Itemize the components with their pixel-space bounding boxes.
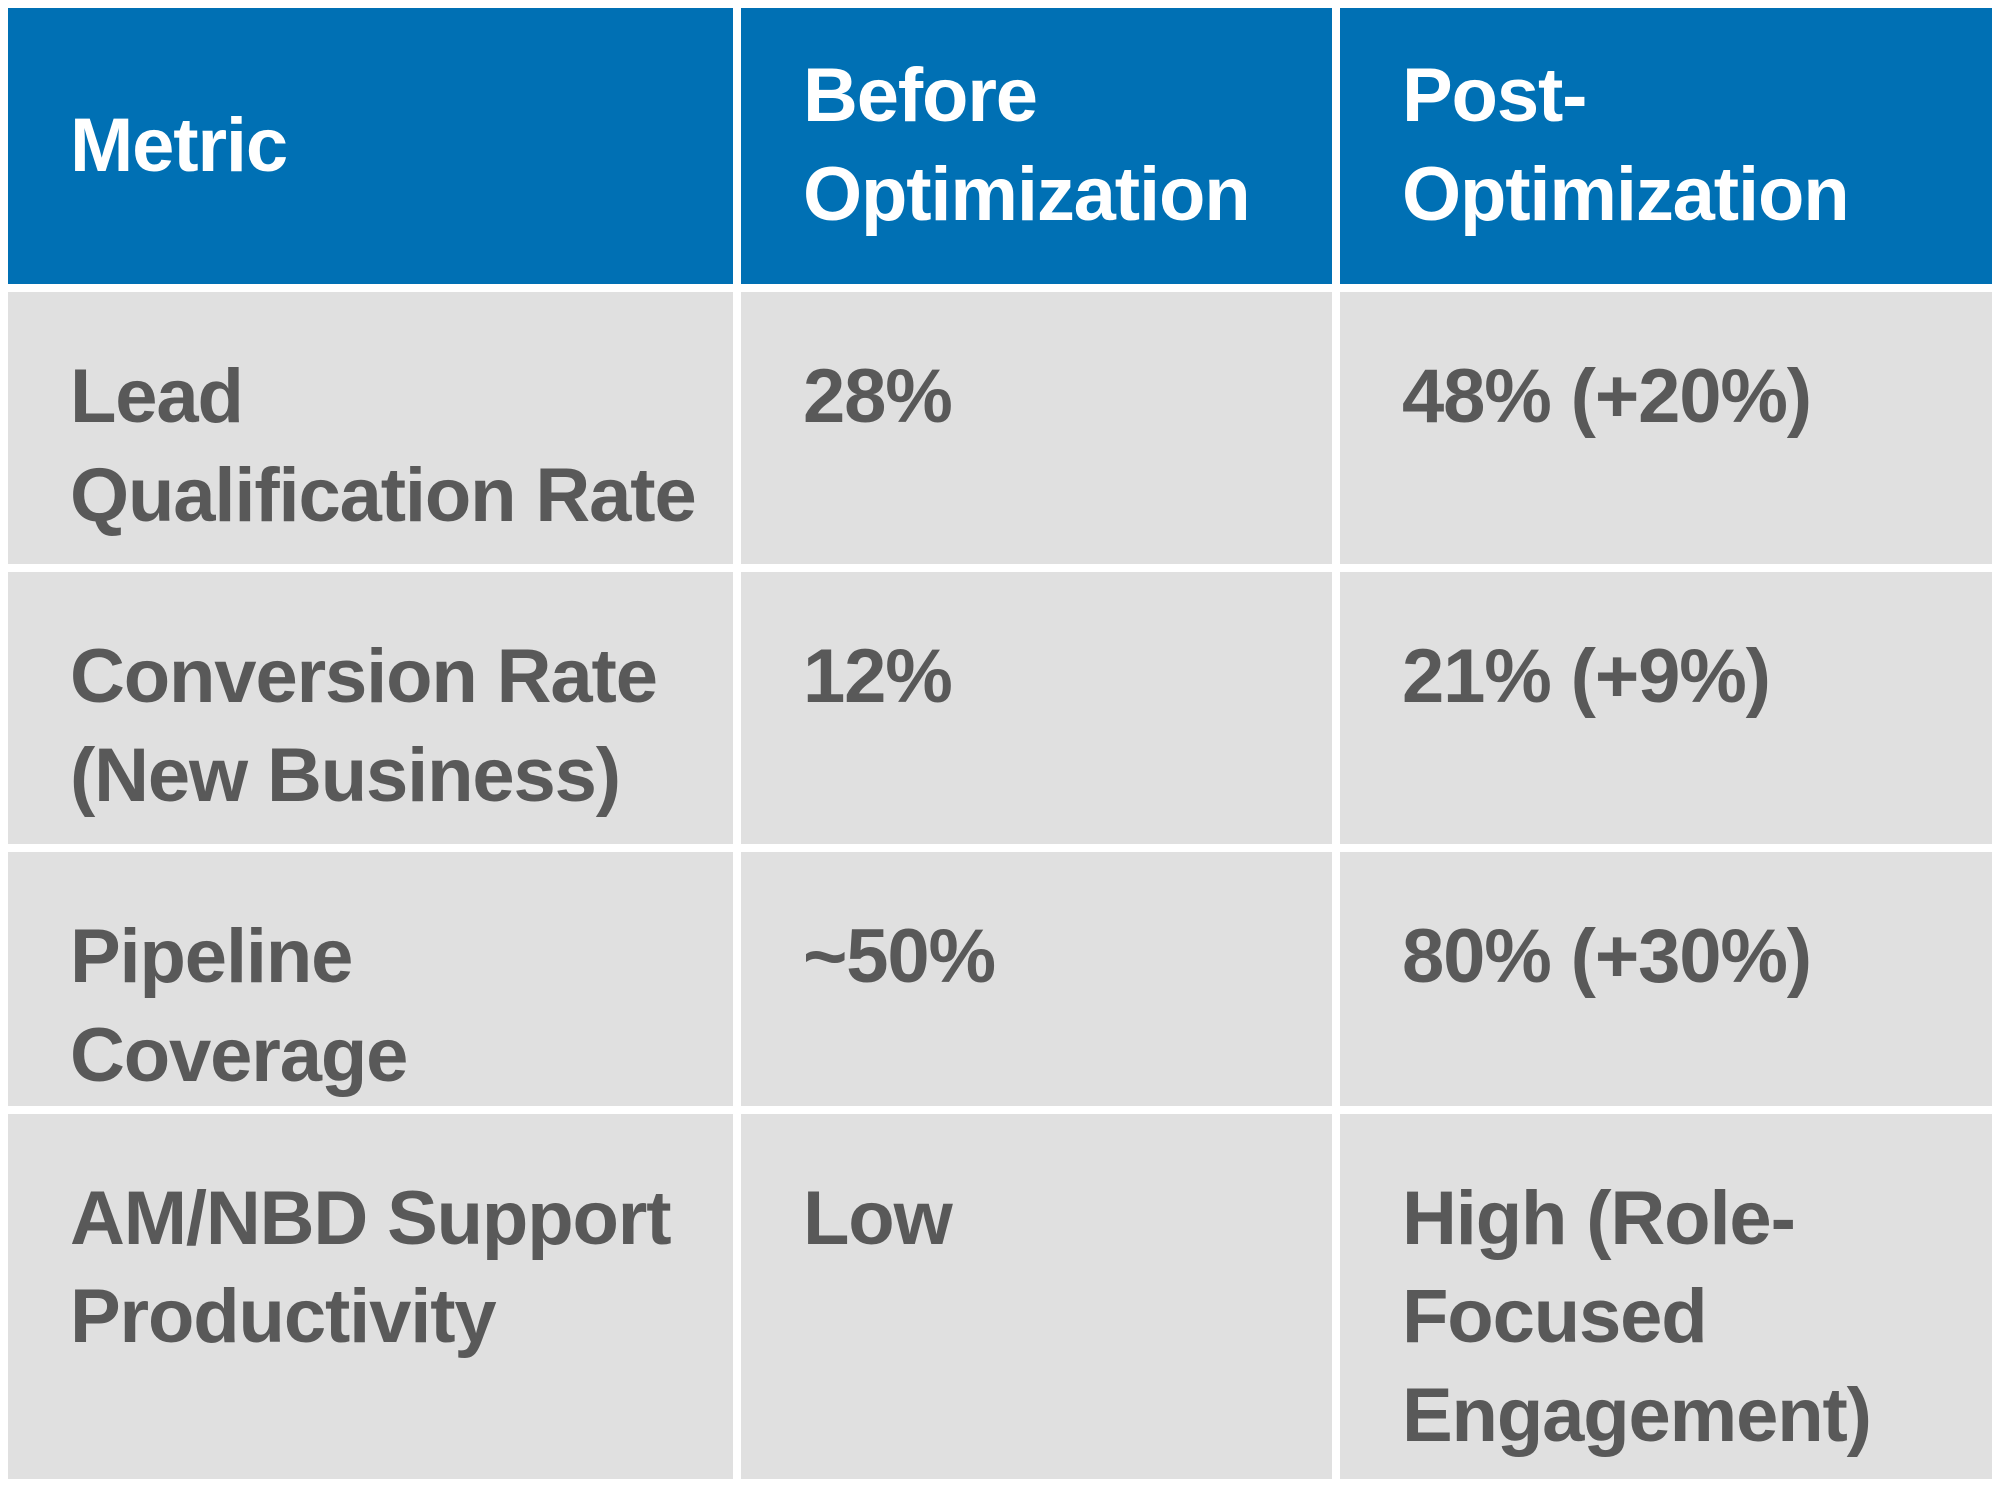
column-header-before-optimization: Before Optimization [741, 8, 1332, 284]
cell-metric: Lead Qualification Rate [8, 292, 733, 564]
table-row-lead-qualification-rate: Lead Qualification Rate 28% 48% (+20%) [8, 292, 1992, 564]
table-row-am-nbd-support-productivity: AM/NBD Support Productivity Low High (Ro… [8, 1113, 1992, 1479]
cell-before-value: Low [741, 1113, 1332, 1479]
cell-before-value: ~50% [741, 852, 1332, 1106]
cell-post-value: 80% (+30%) [1340, 852, 1992, 1106]
column-header-post-optimization: Post- Optimization [1340, 8, 1992, 284]
cell-post-value: 48% (+20%) [1340, 292, 1992, 564]
cell-post-value: 21% (+9%) [1340, 572, 1992, 844]
cell-before-value: 12% [741, 572, 1332, 844]
cell-post-value: High (Role- Focused Engagement) [1340, 1113, 1992, 1479]
column-header-metric: Metric [8, 8, 733, 284]
cell-metric: Pipeline Coverage [8, 852, 733, 1106]
cell-metric: Conversion Rate (New Business) [8, 572, 733, 844]
cell-before-value: 28% [741, 292, 1332, 564]
table-row-conversion-rate: Conversion Rate (New Business) 12% 21% (… [8, 572, 1992, 844]
cell-metric: AM/NBD Support Productivity [8, 1113, 733, 1479]
table-row-pipeline-coverage: Pipeline Coverage ~50% 80% (+30%) [8, 852, 1992, 1106]
header-row: Metric Before Optimization Post- Optimiz… [8, 8, 1992, 284]
